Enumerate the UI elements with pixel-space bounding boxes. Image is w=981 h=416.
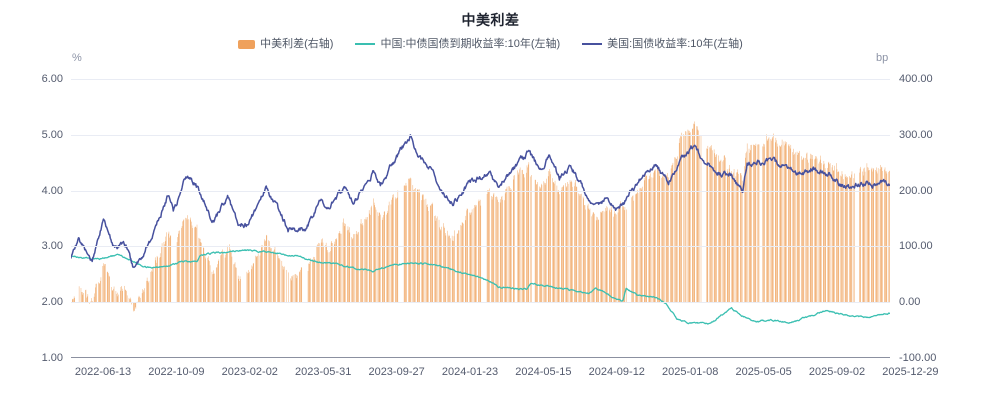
y-axis-label-right: 400.00 (899, 73, 933, 85)
plot-area (71, 79, 890, 358)
x-axis-label: 2025-12-29 (882, 366, 939, 378)
gridline (71, 79, 890, 80)
y-axis-label-left: 3.00 (41, 240, 63, 253)
y-axis-label-left: 1.00 (41, 352, 63, 364)
y-axis-label-right: 200.00 (899, 184, 933, 197)
y-axis-label-right: 300.00 (899, 128, 933, 141)
gridline (71, 246, 890, 248)
y-axis-label-right: 0.00 (899, 296, 921, 309)
legend-item-label: 美国:国债收益率:10年(左轴) (607, 38, 743, 50)
chart-title: 中美利差 (461, 12, 520, 28)
right-axis-unit: bp (876, 52, 889, 64)
line-swatch-icon (582, 43, 603, 45)
x-axis-label: 2023-05-31 (295, 366, 352, 378)
left-axis-unit: % (72, 52, 82, 64)
x-axis-line (71, 357, 890, 358)
legend-item-cn-10y[interactable]: 中国:中债国债到期收益率:10年(左轴) (355, 37, 560, 51)
y-axis-label-left: 4.00 (41, 184, 63, 197)
bar-swatch-icon (238, 39, 256, 49)
x-axis-label: 2025-05-05 (735, 366, 792, 378)
gridline (71, 190, 890, 192)
legend-item-spread[interactable]: 中美利差(右轴) (238, 37, 333, 51)
line-swatch-icon (355, 43, 376, 45)
x-axis-label: 2024-09-12 (588, 366, 645, 378)
y-axis-label-right: -100.00 (899, 352, 937, 364)
legend-item-us-10y[interactable]: 美国:国债收益率:10年(左轴) (582, 37, 743, 51)
legend: 中美利差(右轴) 中国:中债国债到期收益率:10年(左轴) 美国:国债收益率:10年… (0, 36, 981, 52)
legend-item-label: 中国:中债国债到期收益率:10年(左轴) (380, 38, 561, 50)
x-axis-label: 2024-05-15 (515, 366, 572, 378)
x-axis-label: 2023-09-27 (368, 366, 425, 378)
y-axis-label-left: 5.00 (41, 128, 63, 141)
x-axis-label: 2022-06-13 (74, 366, 132, 378)
gridline (71, 302, 890, 304)
plot-canvas[interactable] (71, 79, 890, 358)
x-axis-label: 2023-02-02 (221, 366, 278, 378)
x-axis-label: 2025-01-08 (662, 366, 719, 378)
gridline (71, 134, 890, 136)
x-axis-label: 2025-09-02 (808, 366, 866, 378)
y-axis-label-left: 2.00 (41, 296, 63, 309)
y-axis-label-left: 6.00 (41, 73, 63, 85)
legend-item-label: 中美利差(右轴) (260, 38, 334, 50)
x-axis-label: 2024-01-23 (441, 366, 499, 378)
y-axis-label-right: 100.00 (899, 240, 933, 253)
x-axis-label: 2022-10-09 (148, 366, 205, 378)
